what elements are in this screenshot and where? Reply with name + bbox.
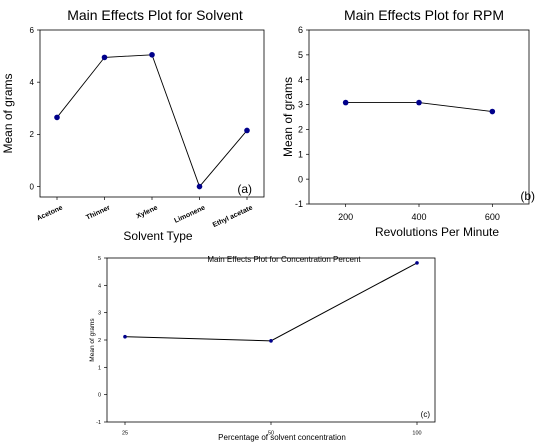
x-tick-label: 50 bbox=[268, 431, 274, 437]
y-axis-label: Mean of grams bbox=[281, 77, 295, 157]
data-point bbox=[244, 127, 250, 134]
y-axis-label: Mean of grams bbox=[1, 73, 15, 153]
y-tick-label: 2 bbox=[98, 338, 101, 344]
panel-label: (b) bbox=[520, 189, 535, 203]
y-tick-label: -1 bbox=[96, 420, 101, 426]
y-tick-label: 2 bbox=[30, 130, 35, 139]
y-tick-label: 0 bbox=[98, 393, 101, 399]
chart-panel-3: -1 0 1 2 3 4 5 25 50 100 Main Effects Plot for Con… bbox=[89, 255, 436, 442]
x-tick-label: 25 bbox=[122, 431, 128, 437]
y-tick-label: 4 bbox=[298, 75, 303, 85]
y-tick-label: 1 bbox=[98, 365, 101, 371]
y-tick-label: 6 bbox=[30, 26, 35, 35]
chart-panel-1: 0 2 4 6 Acetone Thinner Xylene Limonene Ethyl ac… bbox=[1, 7, 265, 243]
y-tick-label: 1 bbox=[298, 149, 303, 159]
y-tick-label: 0 bbox=[30, 182, 35, 191]
x-axis-label: Percentage of solvent concentration bbox=[218, 433, 346, 442]
series-line bbox=[124, 262, 418, 342]
data-point bbox=[196, 183, 203, 190]
panel-label: (a) bbox=[237, 182, 252, 196]
x-axis-label: Solvent Type bbox=[123, 229, 192, 243]
y-tick-label: 3 bbox=[98, 311, 101, 317]
x-tick-label: 200 bbox=[338, 212, 353, 222]
x-axis-label: Revolutions Per Minute bbox=[375, 225, 499, 239]
y-tick-label: 5 bbox=[298, 50, 303, 60]
x-tick-label: 600 bbox=[485, 212, 500, 222]
y-tick-label: 5 bbox=[98, 256, 101, 262]
chart-title: Main Effects Plot for Concentration Perc… bbox=[207, 255, 361, 264]
y-tick-label: 4 bbox=[98, 283, 101, 289]
x-tick-label: Ethyl acetate bbox=[212, 204, 254, 229]
data-point bbox=[489, 108, 496, 115]
plot-frame bbox=[308, 29, 530, 205]
data-point bbox=[101, 54, 108, 61]
x-tick-label: Acetone bbox=[36, 204, 64, 222]
series-line bbox=[56, 54, 248, 188]
chart-title: Main Effects Plot for RPM bbox=[344, 7, 504, 23]
x-tick-label: Limonene bbox=[173, 204, 206, 224]
x-tick-label: 100 bbox=[412, 431, 421, 437]
data-point bbox=[123, 334, 127, 339]
data-point bbox=[54, 114, 60, 121]
data-point bbox=[269, 339, 273, 343]
panel-label: (c) bbox=[421, 410, 431, 419]
x-tick-label: 400 bbox=[411, 212, 426, 222]
data-point bbox=[149, 51, 155, 58]
data-point bbox=[342, 99, 349, 106]
chart-title: Main Effects Plot for Solvent bbox=[67, 7, 243, 23]
y-tick-label: 4 bbox=[30, 78, 35, 87]
data-point bbox=[416, 99, 422, 106]
y-tick-label: 0 bbox=[298, 174, 303, 184]
chart-panel-2: -1 0 1 2 3 4 5 6 200 400 600 Main Effects Plot for … bbox=[281, 7, 535, 239]
x-tick-label: Xylene bbox=[135, 204, 159, 220]
y-tick-label: 3 bbox=[298, 100, 303, 110]
y-tick-label: -1 bbox=[295, 199, 303, 209]
y-tick-label: 2 bbox=[298, 125, 303, 135]
y-axis-label: Mean of grams bbox=[89, 318, 96, 362]
data-point bbox=[415, 261, 419, 265]
x-tick-label: Thinner bbox=[85, 204, 111, 221]
y-tick-label: 6 bbox=[298, 25, 303, 35]
